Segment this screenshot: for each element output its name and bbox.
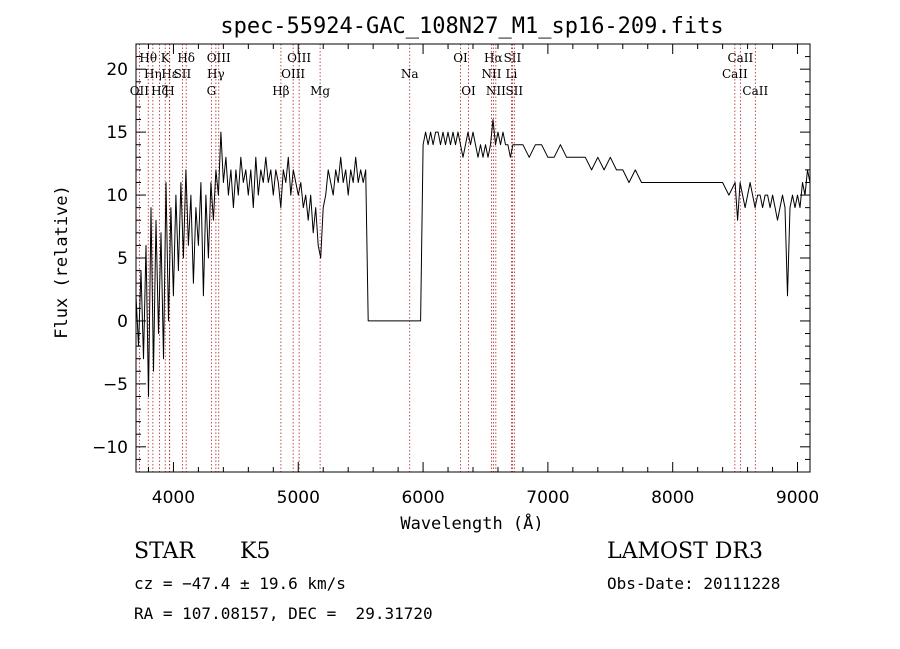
survey-name: LAMOST DR3 (607, 539, 763, 564)
line-marker-label-12: OIII (287, 51, 311, 65)
line-marker-label-24: SII (505, 84, 523, 98)
line-marker-label-9: OIII (207, 51, 231, 65)
y-tick-label-2: 0 (117, 312, 128, 332)
line-marker-label-26: CaII (722, 67, 748, 81)
y-tick-label-3: 5 (117, 249, 128, 269)
line-marker-label-19: Hα (484, 51, 503, 65)
line-marker-label-3: Hη (144, 67, 162, 81)
x-tick-label-3: 7000 (526, 488, 569, 508)
x-tick-label-2: 6000 (401, 488, 444, 508)
x-tick-label-5: 9000 (776, 488, 819, 508)
line-marker-label-17: OI (453, 51, 468, 65)
line-marker-label-13: OIII (281, 67, 305, 81)
line-marker-label-27: CaII (742, 84, 768, 98)
line-marker-label-14: Hβ (272, 84, 289, 98)
chart-title: spec-55924-GAC_108N27_M1_sp16-209.fits (220, 14, 723, 39)
axis-ticks: 4000 5000 6000 7000 8000 9000 −10 −5 0 5 10 15 20 (92, 44, 819, 508)
x-tick-label-0: 4000 (152, 488, 195, 508)
line-marker-label-8: Hδ (177, 51, 195, 65)
plot-frame (135, 43, 811, 473)
line-marker-label-21: NII (481, 67, 501, 81)
spectrum-line-0 (135, 119, 811, 397)
redshift-cz: cz = −47.4 ± 19.6 km/s (134, 574, 346, 593)
line-marker-label-6: H (164, 84, 174, 98)
y-axis-label: Flux (relative) (52, 185, 72, 339)
observation-date: Obs-Date: 20111228 (607, 574, 781, 593)
y-tick-label-0: −10 (92, 438, 128, 458)
object-class: STAR (134, 539, 195, 564)
line-marker-label-5: SII (174, 67, 192, 81)
x-tick-label-1: 5000 (277, 488, 320, 508)
line-marker-label-2: K (161, 51, 171, 65)
line-marker-label-1: OII (130, 84, 150, 98)
y-tick-label-6: 20 (106, 60, 128, 80)
line-marker-label-18: OI (461, 84, 476, 98)
x-tick-label-4: 8000 (651, 488, 694, 508)
x-axis-label: Wavelength (Å) (400, 512, 543, 534)
line-marker-label-15: Mg (310, 84, 330, 98)
y-tick-label-1: −5 (103, 375, 128, 395)
line-marker-label-16: Na (401, 67, 419, 81)
line-marker-label-20: SII (504, 51, 522, 65)
line-marker-label-0: Hθ (139, 51, 157, 65)
line-marker-label-23: NII (486, 84, 506, 98)
ra-dec-coordinates: RA = 107.08157, DEC = 29.31720 (134, 604, 433, 623)
y-tick-label-4: 10 (106, 186, 128, 206)
line-marker-label-7: Hζ (151, 84, 168, 98)
y-tick-label-5: 15 (106, 123, 128, 143)
line-marker-label-22: Li (506, 67, 518, 81)
line-marker-label-10: Hγ (207, 67, 225, 81)
line-marker-label-4: Hε (161, 67, 178, 81)
object-subclass: K5 (240, 539, 271, 564)
spectrum-series (135, 119, 811, 397)
line-marker-label-11: G (207, 84, 217, 98)
line-marker-label-25: CaII (727, 51, 753, 65)
